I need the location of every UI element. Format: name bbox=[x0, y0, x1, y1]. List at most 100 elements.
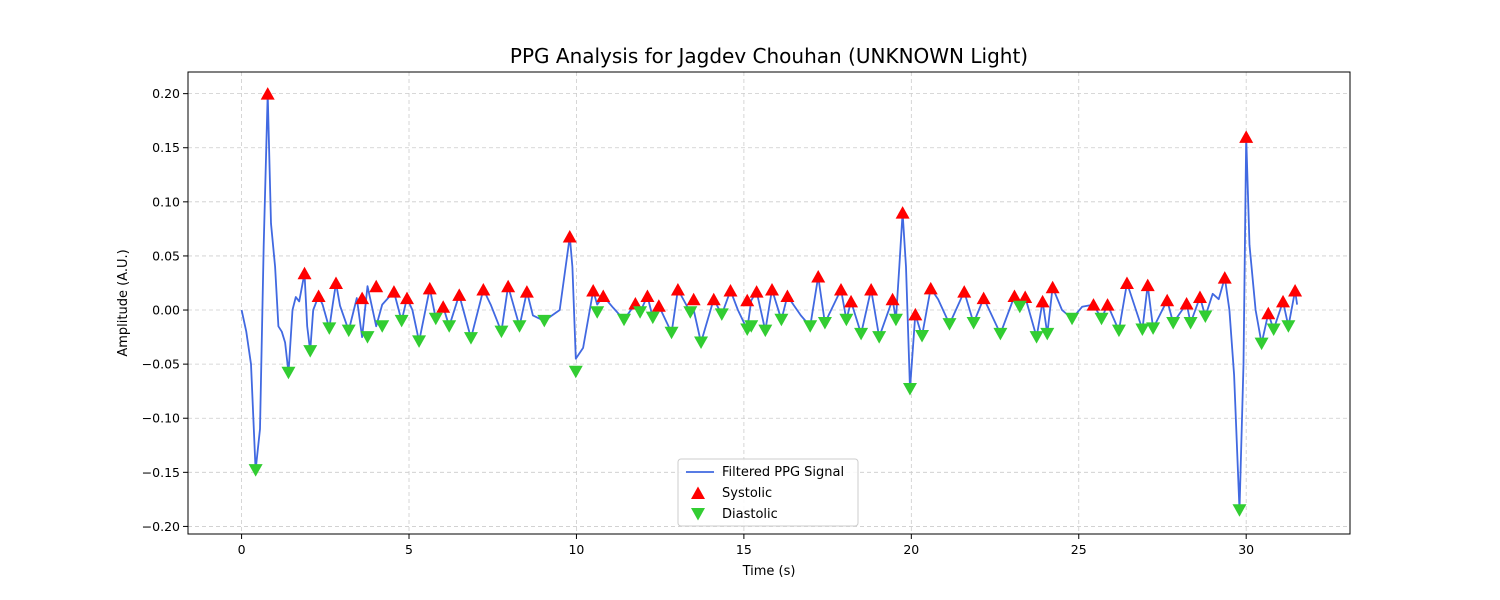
systolic-marker bbox=[476, 282, 491, 296]
systolic-marker bbox=[1239, 130, 1254, 143]
diastolic-marker bbox=[1111, 324, 1126, 338]
diastolic-marker bbox=[428, 312, 443, 326]
diastolic-marker bbox=[512, 320, 527, 333]
diastolic-marker bbox=[1065, 312, 1080, 326]
systolic-marker bbox=[1035, 294, 1050, 308]
systolic-marker bbox=[1160, 293, 1175, 307]
diastolic-marker bbox=[993, 327, 1008, 341]
systolic-marker bbox=[1045, 280, 1060, 294]
x-tick-label: 20 bbox=[903, 542, 919, 557]
x-tick-label: 10 bbox=[568, 542, 584, 557]
diastolic-marker bbox=[568, 365, 583, 379]
systolic-marker bbox=[765, 282, 780, 296]
systolic-marker bbox=[297, 266, 312, 280]
systolic-marker bbox=[811, 269, 826, 283]
legend-systolic-marker bbox=[691, 486, 705, 499]
x-tick-label: 30 bbox=[1238, 542, 1254, 557]
diastolic-marker bbox=[888, 313, 903, 327]
systolic-marker bbox=[501, 279, 516, 293]
x-tick-label: 5 bbox=[405, 542, 413, 557]
diastolic-marker bbox=[803, 320, 818, 333]
x-tick-label: 15 bbox=[736, 542, 752, 557]
systolic-marker bbox=[651, 299, 666, 312]
systolic-marker bbox=[957, 285, 972, 298]
systolic-marker bbox=[422, 281, 437, 295]
systolic-marker bbox=[436, 300, 451, 313]
diastolic-marker bbox=[1232, 504, 1247, 517]
diastolic-marker bbox=[303, 345, 318, 358]
diastolic-marker bbox=[633, 306, 648, 319]
diastolic-marker bbox=[872, 331, 887, 344]
systolic-marker bbox=[596, 289, 611, 302]
diastolic-marker bbox=[341, 324, 356, 338]
diastolic-marker bbox=[394, 314, 409, 328]
systolic-marker bbox=[260, 87, 275, 100]
diastolic-marker bbox=[360, 331, 375, 344]
diastolic-marker bbox=[1029, 331, 1044, 344]
systolic-marker bbox=[1007, 289, 1022, 302]
systolic-marker bbox=[1086, 298, 1101, 311]
diastolic-marker bbox=[1135, 323, 1150, 337]
legend-label-diastolic: Diastolic bbox=[722, 507, 778, 522]
y-tick-label: 0.10 bbox=[152, 194, 180, 209]
x-axis-label: Time (s) bbox=[742, 564, 796, 579]
systolic-marker bbox=[1119, 276, 1134, 289]
x-tick-label: 0 bbox=[238, 542, 246, 557]
diastolic-marker bbox=[714, 308, 729, 321]
y-tick-label: −0.20 bbox=[142, 519, 180, 534]
systolic-marker bbox=[1288, 284, 1303, 297]
y-tick-label: 0.05 bbox=[152, 248, 180, 263]
systolic-marker bbox=[749, 285, 764, 298]
systolic-marker bbox=[386, 285, 401, 298]
diastolic-marker bbox=[590, 306, 605, 319]
systolic-marker bbox=[833, 282, 848, 296]
systolic-marker bbox=[369, 279, 384, 293]
systolic-marker bbox=[1140, 278, 1155, 292]
y-tick-label: 0.00 bbox=[152, 303, 180, 318]
diastolic-marker bbox=[1040, 327, 1055, 341]
diastolic-marker bbox=[248, 464, 263, 477]
y-tick-label: 0.20 bbox=[152, 86, 180, 101]
diastolic-marker bbox=[412, 335, 427, 348]
x-tick-label: 25 bbox=[1071, 542, 1087, 557]
y-axis-label: Amplitude (A.U.) bbox=[116, 249, 131, 356]
diastolic-marker bbox=[322, 322, 337, 335]
systolic-marker bbox=[640, 289, 655, 302]
legend: Filtered PPG Signal Systolic Diastolic bbox=[677, 458, 859, 527]
plot-area bbox=[240, 87, 1303, 517]
diastolic-marker bbox=[1198, 310, 1213, 324]
diastolic-marker bbox=[1166, 317, 1181, 330]
y-tick-label: −0.15 bbox=[142, 465, 180, 480]
diastolic-marker bbox=[664, 326, 679, 340]
diastolic-marker bbox=[645, 311, 660, 325]
diastolic-marker bbox=[694, 336, 709, 349]
systolic-marker bbox=[452, 288, 467, 301]
systolic-marker bbox=[1179, 297, 1194, 310]
systolic-marker bbox=[670, 282, 685, 296]
diastolic-marker bbox=[375, 320, 390, 333]
systolic-marker bbox=[1261, 306, 1276, 320]
ppg-signal-line bbox=[240, 92, 1298, 512]
y-axis: 0.20 0.15 0.10 0.05 0.00 −0.05 −0.10 −0.15 −0.20 bbox=[142, 86, 188, 534]
x-axis: 0 5 10 15 20 25 30 bbox=[238, 534, 1254, 557]
diastolic-marker bbox=[1266, 323, 1281, 337]
legend-label-signal: Filtered PPG Signal bbox=[722, 465, 844, 480]
systolic-marker bbox=[706, 292, 721, 306]
diastolic-marker bbox=[854, 327, 869, 341]
systolic-marker bbox=[885, 292, 900, 306]
systolic-marker bbox=[1192, 290, 1207, 304]
systolic-marker bbox=[519, 285, 534, 298]
diastolic-marker bbox=[537, 314, 552, 328]
diastolic-marker bbox=[817, 317, 832, 330]
diastolic-marker bbox=[902, 383, 917, 396]
systolic-marker bbox=[923, 281, 938, 295]
diastolic-marker bbox=[1094, 312, 1109, 326]
diastolic-marker bbox=[744, 320, 759, 333]
diastolic-marker bbox=[683, 306, 698, 319]
diastolic-marker bbox=[774, 313, 789, 327]
y-tick-label: −0.05 bbox=[142, 357, 180, 372]
systolic-marker bbox=[1100, 298, 1115, 311]
systolic-marker bbox=[723, 284, 738, 297]
systolic-marker bbox=[908, 307, 923, 321]
